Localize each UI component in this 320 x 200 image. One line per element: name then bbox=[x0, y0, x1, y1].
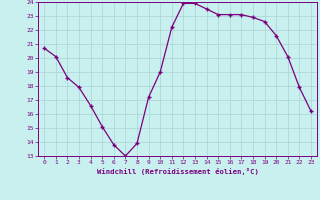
X-axis label: Windchill (Refroidissement éolien,°C): Windchill (Refroidissement éolien,°C) bbox=[97, 168, 259, 175]
